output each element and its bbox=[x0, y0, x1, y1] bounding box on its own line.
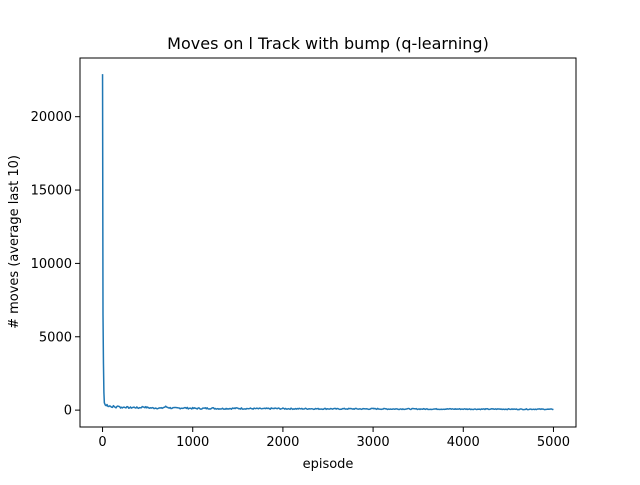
x-axis-label: episode bbox=[303, 457, 354, 472]
y-axis: 0 5000 10000 15000 20000 bbox=[31, 110, 80, 419]
plot-area bbox=[80, 58, 576, 427]
series-line bbox=[101, 74, 554, 411]
x-tick-label: 2000 bbox=[266, 435, 299, 450]
x-tick-label: 0 bbox=[98, 435, 106, 450]
chart-title: Moves on l Track with bump (q-learning) bbox=[167, 34, 489, 53]
y-tick-label: 0 bbox=[64, 404, 72, 419]
x-tick-label: 3000 bbox=[357, 435, 390, 450]
x-tick-label: 5000 bbox=[537, 435, 570, 450]
y-tick-label: 15000 bbox=[31, 184, 72, 199]
x-axis: 0 1000 2000 3000 4000 5000 bbox=[98, 427, 570, 450]
plot-frame bbox=[79, 57, 577, 428]
series-layer bbox=[101, 74, 554, 411]
y-tick-label: 5000 bbox=[39, 330, 72, 345]
y-axis-label: # moves (average last 10) bbox=[7, 155, 22, 329]
y-tick-label: 10000 bbox=[31, 257, 72, 272]
x-tick-label: 1000 bbox=[176, 435, 209, 450]
y-tick-label: 20000 bbox=[31, 110, 72, 125]
x-tick-label: 4000 bbox=[447, 435, 480, 450]
